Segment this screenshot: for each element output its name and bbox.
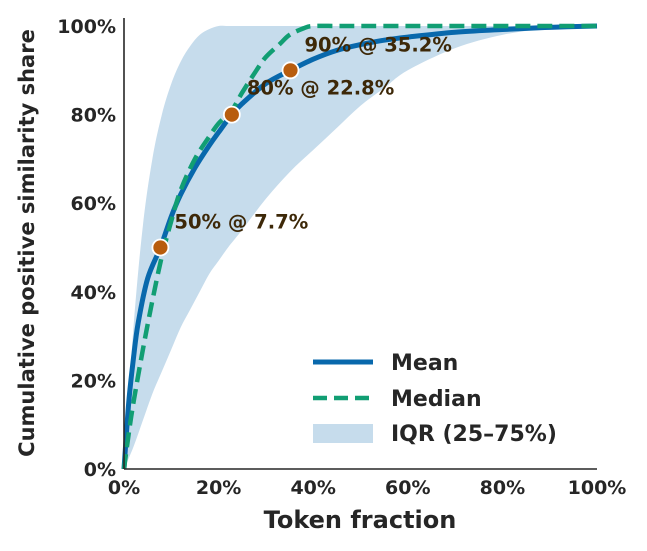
y-tick-label: 0%: [84, 459, 116, 481]
threshold-marker: [281, 61, 300, 80]
legend-mean-label: Mean: [391, 351, 458, 376]
y-tick-label: 40%: [71, 282, 116, 304]
y-axis-title: Cumulative positive similarity share: [15, 29, 39, 457]
threshold-annotation: 90% @ 35.2%: [304, 33, 451, 56]
iqr-band: [124, 25, 597, 469]
y-tick-label: 20%: [71, 370, 116, 392]
x-tick-label: 60%: [385, 477, 430, 499]
threshold-marker: [222, 105, 241, 124]
legend-iqr-swatch: [313, 424, 373, 443]
x-tick-label: 80%: [480, 477, 525, 499]
threshold-annotation: 50% @ 7.7%: [174, 211, 308, 234]
tick-labels: 0% 20% 40% 60% 80% 100% 0% 20% 40% 60% 80% 100%: [57, 16, 626, 499]
y-tick-label: 80%: [71, 105, 116, 127]
axes: [123, 18, 597, 470]
y-tick-label: 60%: [71, 193, 116, 215]
x-tick-label: 20%: [196, 477, 241, 499]
x-tick-label: 0%: [108, 477, 140, 499]
threshold-annotation: 80% @ 22.8%: [247, 77, 394, 100]
threshold-markers: [151, 61, 300, 257]
threshold-annotations: 50% @ 7.7% 80% @ 22.8% 90% @ 35.2%: [174, 33, 451, 233]
threshold-marker: [151, 238, 170, 257]
x-tick-label: 40%: [290, 477, 335, 499]
legend: Mean Median IQR (25–75%): [313, 351, 557, 447]
x-axis-title: Token fraction: [264, 506, 457, 534]
legend-median-label: Median: [391, 387, 482, 412]
x-tick-label: 100%: [568, 477, 627, 499]
y-tick-label: 100%: [57, 16, 116, 38]
legend-iqr-label: IQR (25–75%): [391, 422, 557, 447]
